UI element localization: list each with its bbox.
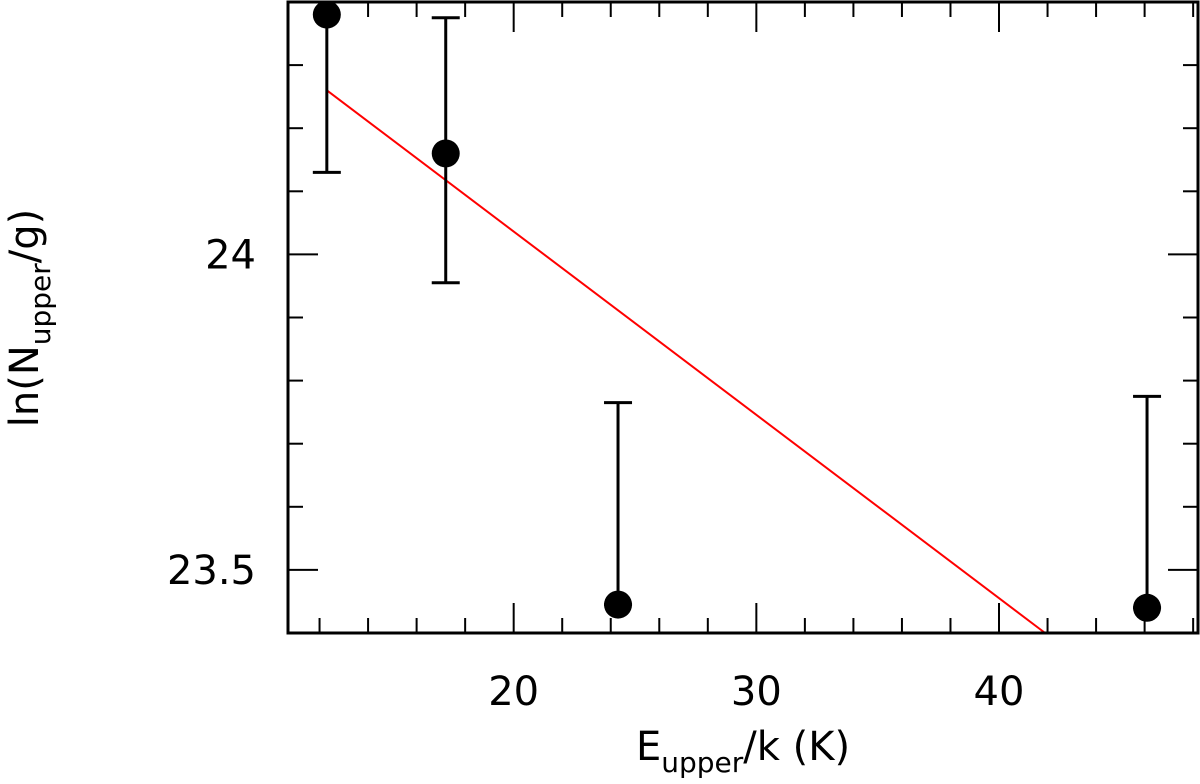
data-point	[312, 0, 341, 29]
y-axis-title-pre: ln(N	[2, 345, 48, 427]
fit-line	[326, 89, 1046, 634]
x-axis-title: Eupper/k (K)	[636, 724, 850, 779]
y-axis-title-sub: upper	[24, 263, 57, 346]
x-tick-label: 40	[974, 669, 1025, 715]
y-axis-title-post: /g)	[2, 209, 48, 263]
x-tick-label: 30	[731, 669, 782, 715]
y-tick-label: 23.5	[167, 548, 256, 594]
plot-frame	[286, 0, 1200, 635]
axis-ticks	[288, 1, 1198, 634]
data-point	[431, 139, 460, 168]
y-axis-title: ln(Nupper/g)	[2, 209, 57, 428]
x-axis-title-main: E	[636, 724, 661, 770]
x-axis-title-sub: upper	[661, 746, 744, 779]
error-bars	[312, 2, 1162, 610]
data-point	[1133, 593, 1162, 622]
fit-line-group	[326, 89, 1046, 634]
x-axis-title-rest: /k (K)	[743, 724, 850, 770]
x-tick-label: 20	[488, 669, 539, 715]
data-points	[312, 0, 1162, 622]
data-point	[604, 590, 633, 619]
tick-labels: 20 30 40 24 23.5	[167, 232, 1025, 715]
y-tick-label: 24	[205, 232, 256, 278]
